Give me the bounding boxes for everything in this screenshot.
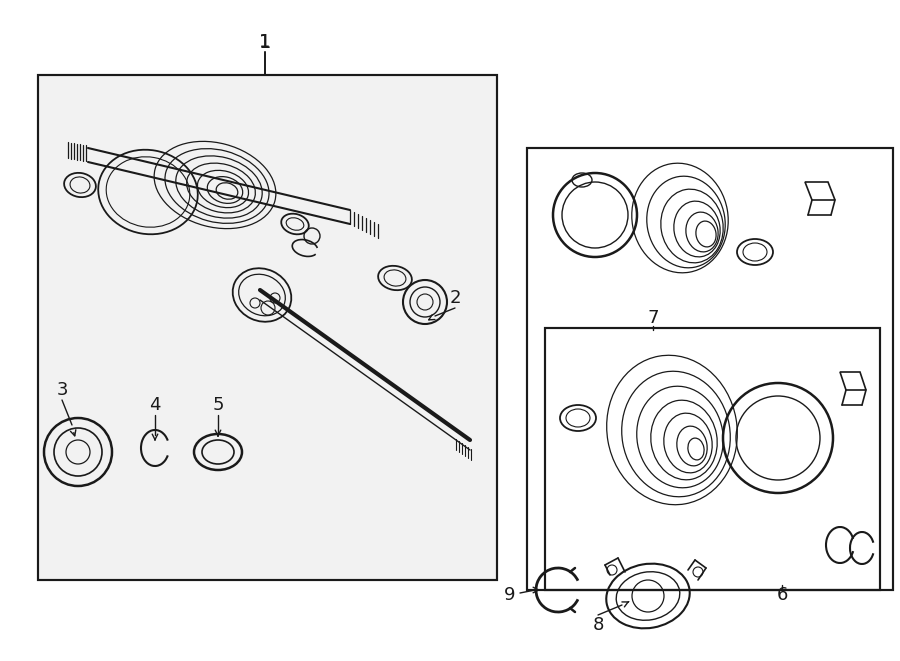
Bar (38, 75, 497, 580)
Text: 6: 6 (777, 586, 788, 604)
Bar (527, 148, 893, 590)
Text: 8: 8 (592, 616, 604, 634)
Bar (545, 328, 880, 590)
Text: 7: 7 (647, 309, 659, 327)
Text: 3: 3 (56, 381, 68, 399)
Text: 5: 5 (212, 396, 224, 414)
Bar (545, 328, 880, 590)
Bar (38, 75, 497, 580)
Bar (527, 148, 893, 590)
Text: 9: 9 (504, 586, 516, 604)
Text: 4: 4 (149, 396, 161, 414)
Text: 1: 1 (259, 32, 271, 52)
Bar (38, 75, 497, 580)
Text: 1: 1 (259, 33, 271, 51)
Text: 2: 2 (449, 289, 461, 307)
